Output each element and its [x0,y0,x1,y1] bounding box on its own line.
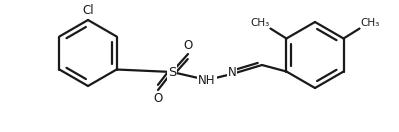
Text: CH₃: CH₃ [250,18,269,27]
Text: N: N [227,67,236,79]
Text: CH₃: CH₃ [361,18,380,27]
Text: O: O [153,92,163,105]
Text: S: S [168,65,176,79]
Text: NH: NH [198,74,216,88]
Text: Cl: Cl [82,4,94,17]
Text: O: O [184,39,193,52]
